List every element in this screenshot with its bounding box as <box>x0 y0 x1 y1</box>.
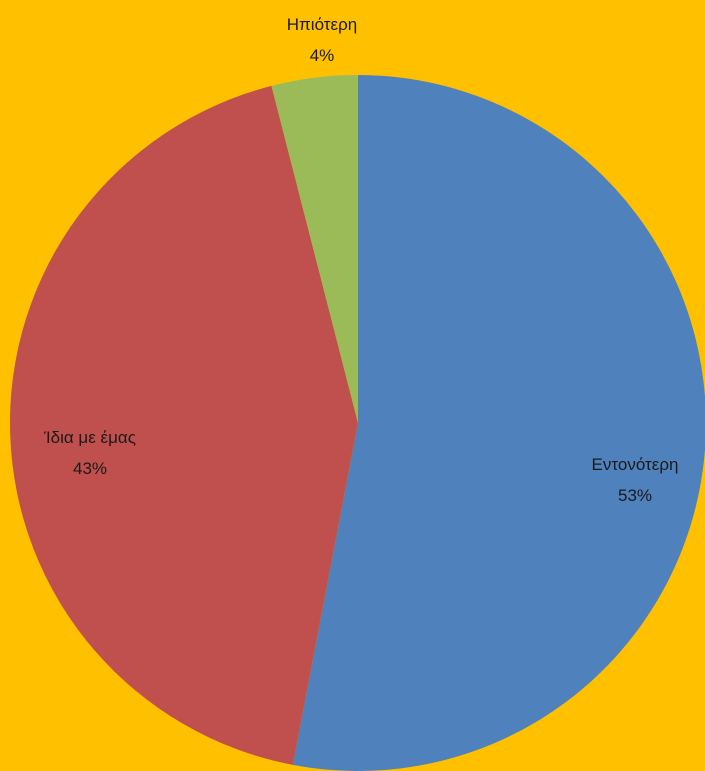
slice-percent-label: 53% <box>618 486 652 505</box>
slice-category-label: Εντονότερη <box>592 455 679 474</box>
slice-category-label: Ηπιότερη <box>287 15 357 34</box>
slice-percent-label: 43% <box>73 459 107 478</box>
slice-category-label: Ίδια με έμας <box>43 428 136 447</box>
slices-layer <box>10 75 705 771</box>
slice-percent-label: 4% <box>310 46 335 65</box>
